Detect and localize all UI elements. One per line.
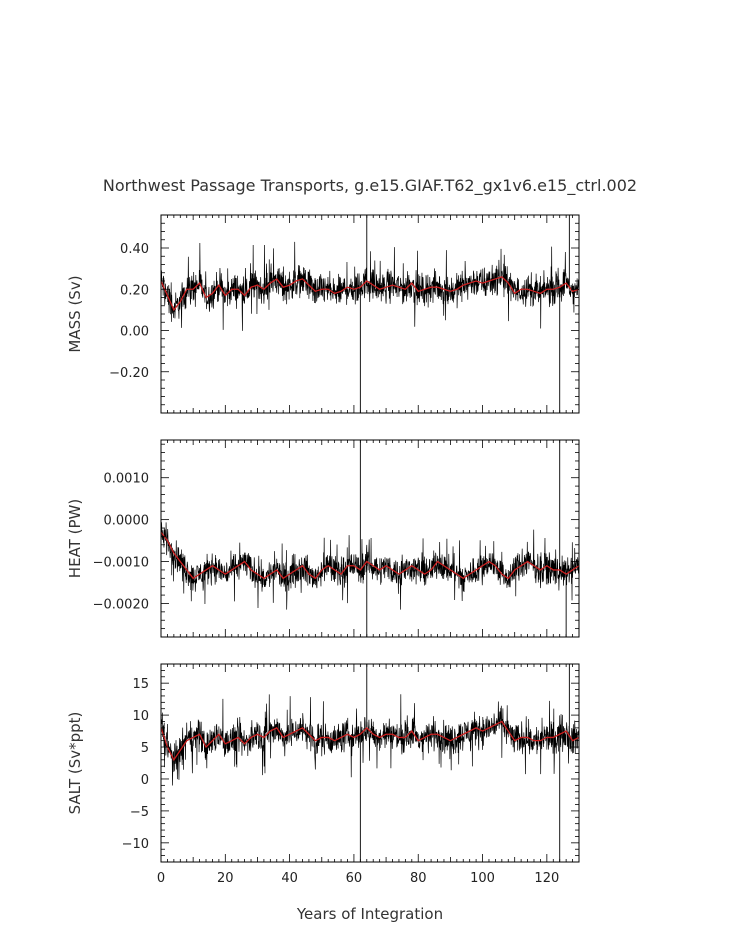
x-tick-label: 60: [346, 871, 363, 886]
smoothed-series: [161, 276, 579, 312]
x-tick-label: 20: [217, 871, 234, 886]
x-tick-label: 40: [281, 871, 298, 886]
monthly-series: [161, 694, 579, 786]
panel-frame: [160, 663, 580, 863]
smoothed-series: [161, 720, 579, 762]
smoothed-series: [161, 531, 579, 580]
y-tick-label: 5: [141, 741, 149, 756]
y-tick-label: −0.0020: [93, 597, 149, 612]
panel-1: −0.20 0.00 0.20 0.40 MASS (Sv): [66, 214, 580, 414]
x-tick-label: 80: [410, 871, 427, 886]
x-tick-label: 0: [157, 871, 165, 886]
x-axis-label: Years of Integration: [296, 905, 443, 923]
y-tick-label: −0.20: [109, 366, 149, 381]
y-tick-label: 0.0000: [104, 514, 150, 529]
monthly-series: [161, 522, 579, 610]
x-tick-label: 120: [534, 871, 559, 886]
y-tick-label: 0: [141, 773, 149, 788]
y-tick-label: −0.0010: [93, 556, 149, 571]
panel-2: −0.0020 −0.0010 0.0000 0.0010 HEAT (PW): [66, 439, 580, 638]
y-tick-label: 10: [132, 709, 149, 724]
panel-frame: [160, 214, 580, 414]
monthly-series: [161, 241, 579, 331]
chart-title: Northwest Passage Transports, g.e15.GIAF…: [103, 176, 637, 196]
panel-frame: [160, 439, 580, 638]
panel-3: −10 −5 0 5 10 15 SALT (Sv*ppt): [66, 663, 580, 863]
y-axis-label: SALT (Sv*ppt): [66, 712, 84, 815]
y-tick-label: 0.40: [120, 242, 149, 257]
y-tick-label: −10: [122, 837, 149, 852]
y-tick-label: 0.0010: [104, 472, 150, 487]
y-axis-label: HEAT (PW): [66, 499, 84, 578]
y-tick-label: 0.20: [120, 283, 149, 298]
y-tick-label: −5: [130, 805, 149, 820]
y-tick-label: 0.00: [120, 325, 149, 340]
x-tick-label: 100: [470, 871, 495, 886]
y-axis-label: MASS (Sv): [66, 275, 84, 352]
y-tick-label: 15: [132, 677, 149, 692]
